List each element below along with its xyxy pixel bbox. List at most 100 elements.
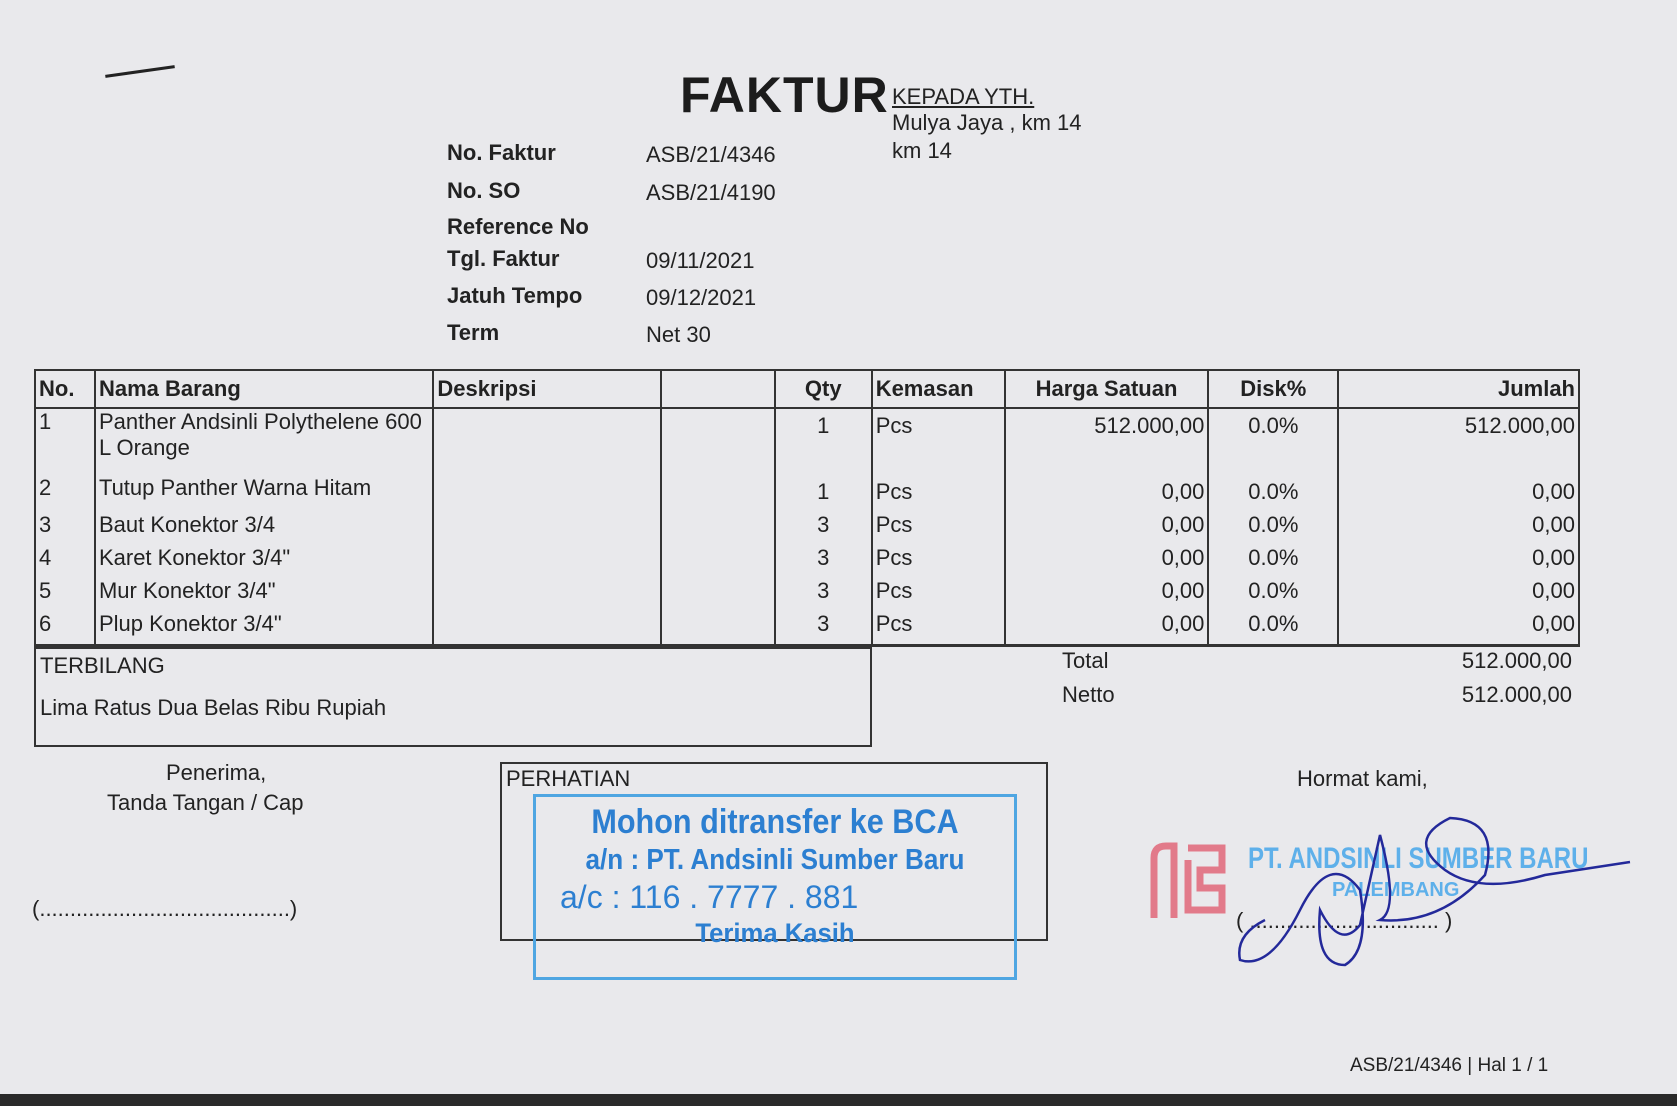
stamp-line: a/c : 116 . 7777 . 881 [560, 879, 859, 916]
ghost-mark [105, 65, 175, 78]
field-value: ASB/21/4190 [646, 180, 776, 205]
recipient-address-line2: km 14 [892, 138, 952, 163]
sender-sign-line: ( ............................... ) [1236, 908, 1453, 933]
field-label: Term [447, 320, 500, 345]
company-city: PALEMBANG [1332, 879, 1460, 901]
cell-price: 512.000,00 [1003, 408, 1210, 475]
table-row: 2 Tutup Panther Warna Hitam 1 Pcs 0,00 0.0% 0,… [34, 475, 1580, 512]
col-no: No. [34, 369, 96, 409]
cell-unit: Pcs [870, 512, 1006, 545]
field-value: ASB/21/4346 [646, 142, 776, 167]
cell-disc: 0.0% [1207, 408, 1340, 475]
recipient-heading: KEPADA YTH. [892, 84, 1035, 109]
cell-unit: Pcs [870, 408, 1006, 475]
netto-label: Netto [1062, 682, 1115, 707]
cell-empty [432, 578, 663, 611]
cell-empty [432, 545, 663, 578]
table-row: 4 Karet Konektor 3/4" 3 Pcs 0,00 0.0% 0,00 [34, 545, 1580, 578]
cell-qty: 3 [773, 512, 873, 545]
col-disc: Disk% [1207, 369, 1340, 409]
stamp-line: Terima Kasih [695, 918, 855, 949]
field-value: 09/11/2021 [646, 248, 755, 273]
terbilang-text: Lima Ratus Dua Belas Ribu Rupiah [40, 695, 387, 720]
cell-empty [660, 578, 776, 611]
cell-unit: Pcs [870, 578, 1006, 611]
stamp-line: a/n : PT. Andsinli Sumber Baru [585, 844, 965, 877]
total-value: 512.000,00 [1461, 648, 1572, 673]
cell-empty [660, 611, 776, 647]
cell-price: 0,00 [1003, 611, 1210, 647]
company-logo [1150, 842, 1226, 918]
cell-disc: 0.0% [1207, 611, 1340, 647]
field-label: Jatuh Tempo [447, 283, 583, 308]
cell-price: 0,00 [1003, 545, 1210, 578]
cell-empty [432, 408, 663, 475]
cell-disc: 0.0% [1207, 475, 1340, 512]
cell-total: 512.000,00 [1337, 408, 1580, 475]
items-table: No. Nama Barang Deskripsi Qty Kemasan Ha… [34, 369, 1580, 647]
terbilang-label: TERBILANG [40, 653, 165, 678]
cell-qty: 3 [773, 545, 873, 578]
cell-qty: 1 [773, 475, 873, 512]
cell-total: 0,00 [1337, 545, 1580, 578]
cell-qty: 3 [773, 578, 873, 611]
cell-name: Tutup Panther Warna Hitam [93, 475, 435, 512]
cell-total: 0,00 [1337, 611, 1580, 647]
notice-box: PERHATIAN [500, 762, 1048, 941]
field-label: Tgl. Faktur [447, 246, 560, 271]
cell-name: Baut Konektor 3/4 [93, 512, 435, 545]
col-name: Nama Barang [93, 369, 435, 409]
cell-qty: 1 [773, 408, 873, 475]
cell-price: 0,00 [1003, 512, 1210, 545]
cell-empty [432, 512, 663, 545]
cell-total: 0,00 [1337, 578, 1580, 611]
col-blank [660, 369, 776, 409]
field-label: No. Faktur [447, 140, 556, 165]
cell-unit: Pcs [870, 545, 1006, 578]
cell-disc: 0.0% [1207, 512, 1340, 545]
cell-total: 0,00 [1337, 512, 1580, 545]
bank-transfer-stamp: Mohon ditransfer ke BCA a/n : PT. Andsin… [533, 794, 1017, 980]
scan-edge [0, 1094, 1677, 1106]
cell-empty [660, 475, 776, 512]
table-row: 5 Mur Konektor 3/4" 3 Pcs 0,00 0.0% 0,00 [34, 578, 1580, 611]
cell-disc: 0.0% [1207, 545, 1340, 578]
cell-price: 0,00 [1003, 475, 1210, 512]
cell-name: Panther Andsinli Polythelene 600 L Orang… [93, 408, 435, 475]
field-label: Reference No [447, 214, 589, 239]
recipient-address-line1: Mulya Jaya , km 14 [892, 110, 1082, 135]
notice-label: PERHATIAN [506, 766, 631, 791]
cell-no: 1 [34, 408, 96, 475]
document-title: FAKTUR [680, 67, 889, 123]
cell-name: Mur Konektor 3/4" [93, 578, 435, 611]
table-row: 3 Baut Konektor 3/4 3 Pcs 0,00 0.0% 0,00 [34, 512, 1580, 545]
cell-no: 2 [34, 475, 96, 512]
col-price: Harga Satuan [1003, 369, 1210, 409]
field-value: 09/12/2021 [646, 285, 757, 310]
cell-unit: Pcs [870, 475, 1006, 512]
receiver-sign-caption: Tanda Tangan / Cap [107, 790, 304, 815]
col-desc: Deskripsi [432, 369, 663, 409]
cell-price: 0,00 [1003, 578, 1210, 611]
cell-name: Karet Konektor 3/4" [93, 545, 435, 578]
cell-unit: Pcs [870, 611, 1006, 647]
cell-no: 3 [34, 512, 96, 545]
total-label: Total [1062, 648, 1109, 673]
cell-name: Plup Konektor 3/4" [93, 611, 435, 647]
table-row: 1 Panther Andsinli Polythelene 600 L Oran… [34, 408, 1580, 475]
col-total: Jumlah [1337, 369, 1580, 409]
cell-total: 0,00 [1337, 475, 1580, 512]
terbilang-box: TERBILANG Lima Ratus Dua Belas Ribu Rupi… [34, 647, 872, 747]
netto-value: 512.000,00 [1461, 682, 1572, 707]
field-value: Net 30 [646, 322, 711, 347]
table-row: 6 Plup Konektor 3/4" 3 Pcs 0,00 0.0% 0,00 [34, 611, 1580, 647]
field-label: No. SO [447, 178, 521, 203]
cell-no: 5 [34, 578, 96, 611]
cell-disc: 0.0% [1207, 578, 1340, 611]
company-stamp: PT. ANDSINLI SUMBER BARU [1248, 842, 1589, 875]
cell-qty: 3 [773, 611, 873, 647]
col-unit: Kemasan [870, 369, 1006, 409]
page-footer: ASB/21/4346 | Hal 1 / 1 [1350, 1055, 1549, 1076]
cell-empty [432, 475, 663, 512]
cell-no: 4 [34, 545, 96, 578]
